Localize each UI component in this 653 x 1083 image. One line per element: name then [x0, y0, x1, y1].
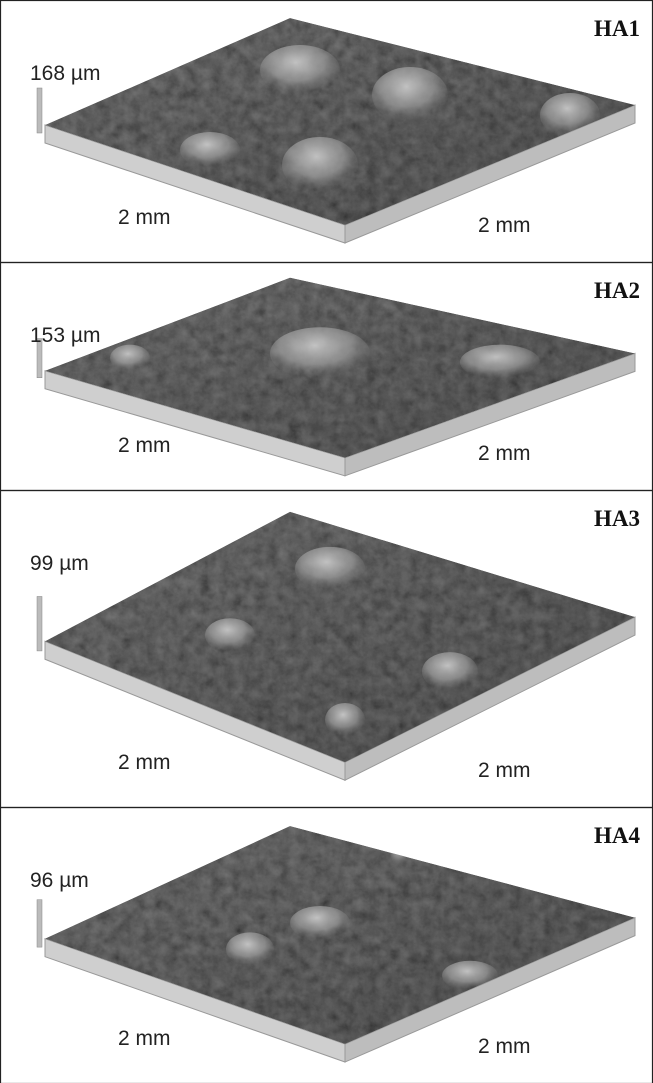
y-axis-label: 2 mm [478, 214, 531, 237]
figure: HA1 168 µm 2 mm 2 mm HA2 153 µm 2 mm 2 mm HA3 99 … [0, 0, 653, 1083]
surface-bump [180, 132, 240, 168]
panel: HA3 99 µm 2 mm 2 mm [1, 491, 653, 808]
panel-label: HA3 [594, 506, 640, 531]
height-label: 96 µm [30, 869, 89, 892]
height-label: 99 µm [30, 552, 89, 575]
y-axis-label: 2 mm [478, 1035, 531, 1058]
surface-bump [226, 932, 274, 966]
surface-bump [205, 618, 255, 652]
panel-label: HA4 [594, 823, 641, 848]
surface-bump [290, 906, 350, 940]
surface-bump [325, 703, 365, 737]
surface [45, 18, 635, 225]
surface-bump [295, 547, 365, 591]
surface-bump [372, 67, 448, 123]
surface-bump [260, 45, 340, 95]
surface [45, 826, 635, 1044]
scale-bar [37, 596, 42, 650]
surface [45, 512, 635, 762]
surface-bump [460, 345, 540, 380]
x-axis-label: 2 mm [118, 434, 171, 457]
surface-bump [390, 830, 410, 868]
panel-label: HA1 [594, 16, 640, 41]
x-axis-label: 2 mm [118, 1027, 171, 1050]
surface [45, 278, 635, 458]
y-axis-label: 2 mm [478, 759, 531, 782]
height-label: 153 µm [30, 324, 100, 347]
panel: HA4 96 µm 2 mm 2 mm [1, 808, 653, 1083]
scale-bar [37, 900, 42, 947]
surface-bump [282, 137, 358, 193]
y-axis-label: 2 mm [478, 442, 531, 465]
panel-label: HA2 [594, 278, 640, 303]
panel: HA1 168 µm 2 mm 2 mm [1, 1, 653, 263]
surface-bump [270, 327, 370, 379]
surface-bump [428, 281, 472, 312]
surface-bump [422, 652, 478, 691]
x-axis-label: 2 mm [118, 206, 171, 229]
scale-bar [37, 88, 42, 133]
surface-bump [110, 345, 150, 371]
panel: HA2 153 µm 2 mm 2 mm [1, 263, 653, 491]
x-axis-label: 2 mm [118, 751, 171, 774]
height-label: 168 µm [30, 62, 100, 85]
